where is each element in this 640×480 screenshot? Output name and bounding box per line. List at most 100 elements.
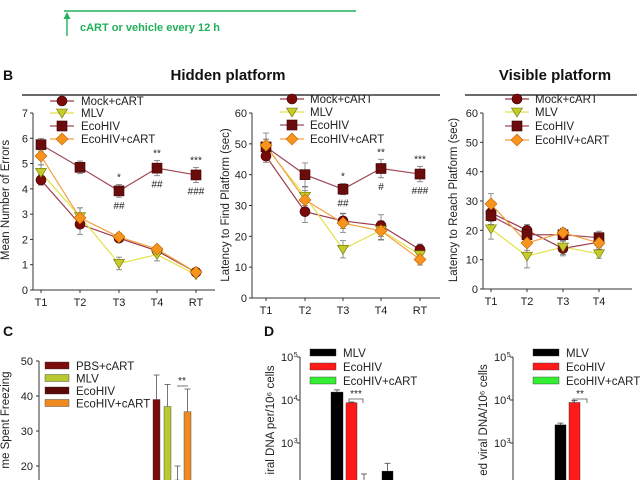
legend-marker [56, 95, 68, 107]
legend-marker [55, 108, 69, 119]
y-tick-label: 0 [22, 285, 28, 297]
charts: 0 1 2 3 4 5 6 7 T1 T2 T3 T4 RT Mean Number of Errors M… [0, 93, 640, 480]
line-chart-1: 0 1 2 3 4 5 6 7 T1 T2 T3 T4 RT Mean Number of Errors M… [0, 95, 215, 309]
data-point [35, 139, 47, 150]
data-point [520, 251, 534, 262]
data-point [73, 211, 87, 225]
legend-label: MLV [81, 108, 104, 120]
legend-label: Mock+cART [535, 94, 598, 106]
significance-hash: ### [188, 187, 205, 198]
data-point [150, 242, 164, 256]
x-tick-label: T3 [337, 305, 350, 317]
visible-platform-header: Visible platform [499, 67, 611, 84]
data-point [260, 150, 272, 162]
series-line [40, 144, 197, 192]
data-point [485, 210, 497, 221]
data-point [259, 138, 273, 152]
hidden-platform-header: Hidden platform [171, 67, 286, 84]
x-tick-label: T1 [35, 297, 48, 309]
tick-exponent: 3 [507, 438, 511, 445]
data-point [151, 162, 163, 174]
data-point [112, 230, 126, 244]
y-tick-label: 105 [281, 352, 298, 364]
data-point [520, 236, 534, 250]
y-axis-label: Mean Number of Errors [0, 140, 12, 260]
legend-swatch [309, 348, 337, 357]
data-point [484, 224, 498, 235]
x-tick-label: T3 [557, 296, 570, 308]
x-tick-label: T1 [485, 296, 498, 308]
significance-star: *** [190, 155, 202, 166]
data-point [374, 224, 388, 238]
x-tick-label: T1 [260, 305, 273, 317]
y-tick-label: 30 [466, 196, 478, 208]
legend-marker [285, 107, 299, 118]
y-tick-label: 6 [22, 133, 28, 145]
significance-hash: ## [151, 180, 163, 191]
bar-MLV [381, 470, 394, 480]
y-tick-label: 10 [235, 262, 247, 274]
legend-label: Mock+cART [81, 96, 144, 108]
legend-label: EcoHIV [76, 386, 115, 398]
y-tick-label: 103 [281, 438, 298, 450]
legend-label: EcoHIV+cART [81, 134, 155, 146]
data-point [592, 249, 606, 260]
arrow-head-icon [63, 12, 71, 19]
data-point [74, 162, 86, 173]
y-tick-label: 60 [235, 108, 247, 120]
legend-label: MLV [343, 348, 366, 360]
legend-swatch [44, 361, 70, 370]
series-Mock+cART [488, 203, 602, 257]
legend-label: MLV [310, 107, 333, 119]
legend-marker [511, 93, 523, 105]
y-tick-label: 3 [22, 209, 28, 221]
x-tick-label: T4 [375, 305, 388, 317]
y-axis-label: me Spent Freezing [0, 371, 12, 468]
y-tick-label: 20 [235, 231, 247, 243]
y-tick-label: 50 [21, 356, 33, 368]
x-tick-label: T2 [74, 297, 87, 309]
bar-EcoHIV [568, 402, 581, 480]
bar-MLV [554, 424, 567, 480]
series-line [490, 215, 600, 239]
bar-EcoHIV [345, 402, 358, 480]
legend-label: Mock+cART [310, 94, 373, 106]
panel-label-b: B [3, 67, 13, 83]
y-tick-label: 105 [494, 352, 511, 364]
tick-base: 10 [494, 438, 506, 450]
data-point [299, 169, 311, 180]
significance-bracket [348, 398, 364, 403]
data-point [299, 206, 311, 217]
legend-swatch [532, 348, 560, 357]
legend-label: PBS+cART [76, 361, 134, 373]
legend-swatch [532, 376, 560, 385]
y-tick-label: 30 [235, 201, 247, 213]
y-axis-label: iral DNA per/10⁶ cells [265, 365, 277, 474]
legend-swatch [44, 399, 70, 407]
y-tick-label: 104 [281, 395, 298, 407]
y-tick-label: 30 [21, 426, 33, 438]
legend-label: EcoHIV [566, 362, 605, 374]
y-tick-label: 40 [466, 167, 478, 179]
tick-base: 10 [494, 352, 506, 364]
x-tick-label: T3 [113, 297, 126, 309]
data-point [375, 163, 387, 174]
legend-marker [510, 107, 524, 118]
significance-star: *** [350, 389, 362, 400]
legend-marker [286, 93, 298, 105]
log-bar-chart-4: 103 104 105 iral DNA per/10⁶ cells MLV EcoHIV… [265, 348, 417, 480]
data-point [484, 197, 498, 211]
timeline: cART or vehicle every 12 h [63, 10, 356, 36]
data-point [298, 193, 312, 207]
legend-swatch [44, 374, 70, 382]
legend-label: EcoHIV+cART [343, 376, 417, 388]
significance-star: ** [178, 376, 186, 387]
bar-MLV [163, 406, 172, 480]
legend-marker [286, 119, 298, 131]
data-point [414, 168, 426, 180]
bar-MLV [330, 391, 344, 480]
y-tick-label: 40 [235, 170, 247, 182]
y-tick-label: 103 [494, 438, 511, 450]
data-point [336, 216, 350, 230]
